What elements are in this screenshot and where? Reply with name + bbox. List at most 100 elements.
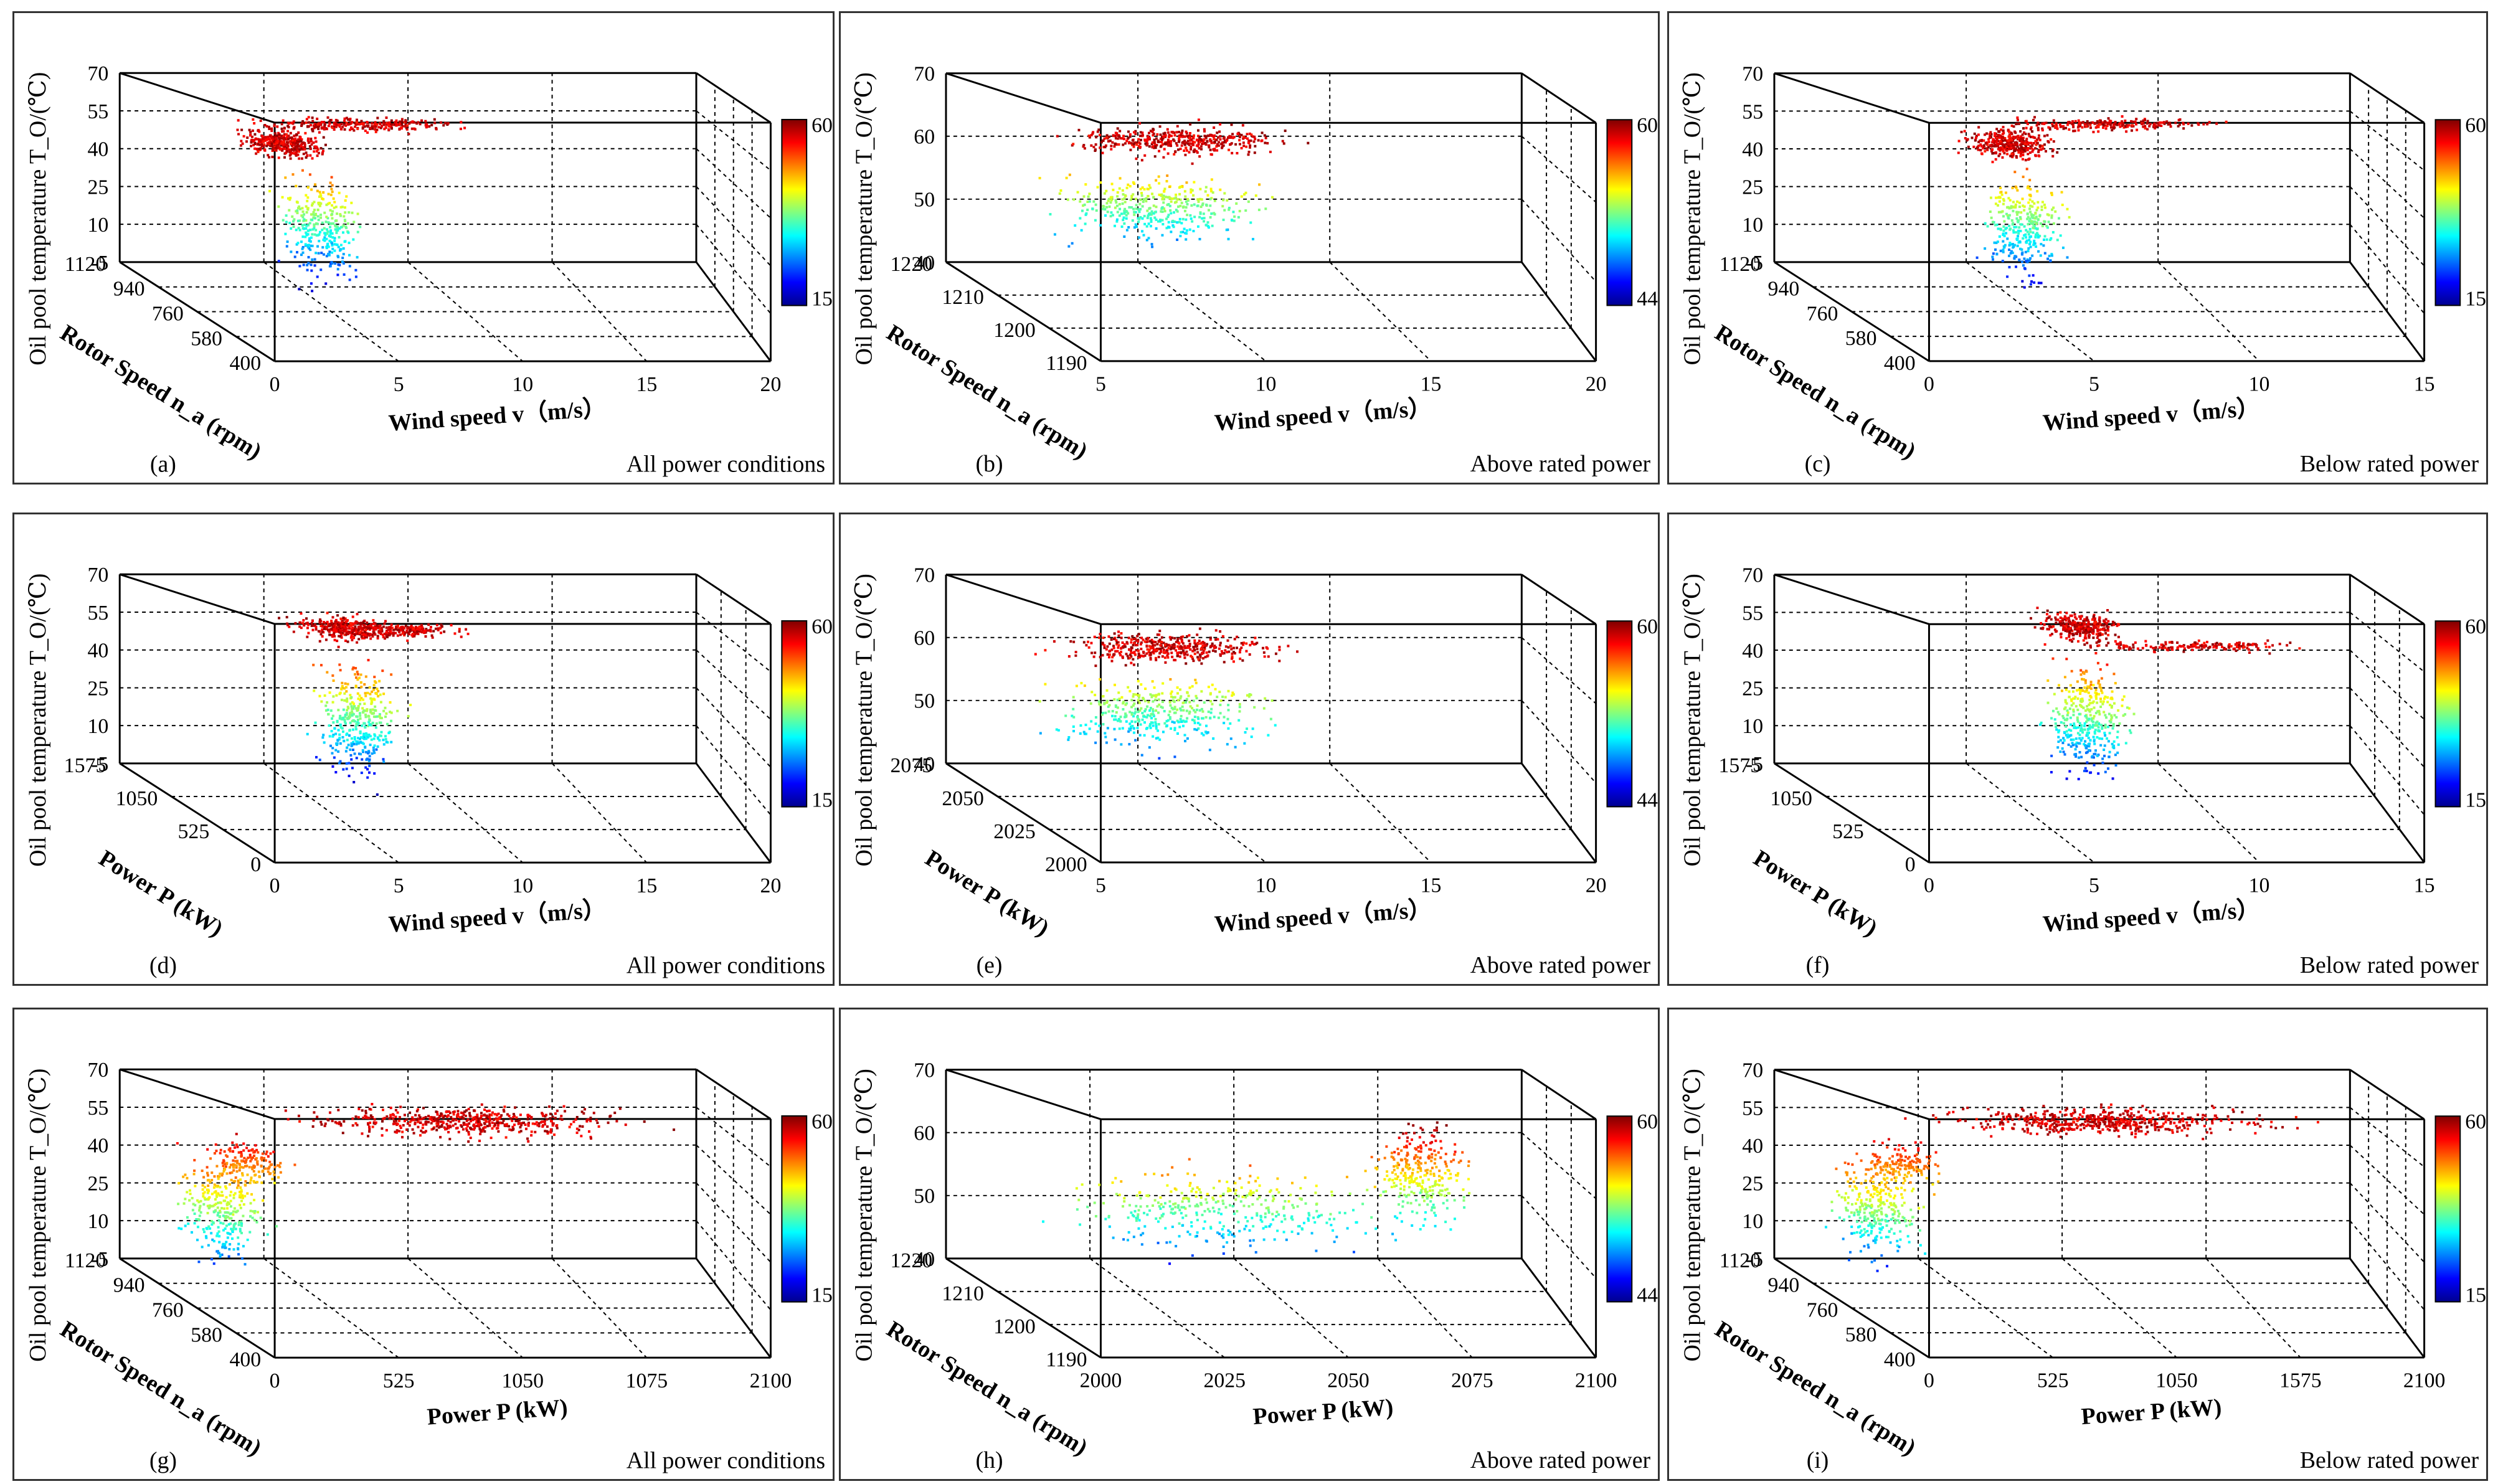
box-edge — [1521, 762, 1597, 863]
scatter-marks — [2065, 719, 2068, 722]
scatter-marks — [252, 1210, 255, 1213]
scatter-marks — [258, 1176, 261, 1178]
scatter-marks — [1431, 1189, 1434, 1192]
scatter-marks — [263, 1156, 266, 1160]
scatter-marks — [238, 1165, 247, 1172]
y-axis-label: Rotor Speed n_a (rpm) — [1710, 319, 1920, 465]
scatter-marks — [225, 1205, 232, 1219]
scatter-marks — [1866, 1217, 1870, 1220]
scatter-marks — [1161, 730, 1165, 734]
scatter-marks — [1179, 185, 1182, 188]
scatter-marks — [1880, 1196, 1883, 1199]
scatter-marks — [2012, 125, 2127, 141]
scatter-marks — [1255, 1189, 1258, 1192]
scatter-marks — [1162, 201, 1165, 204]
colorbar-gradient — [781, 1115, 808, 1303]
scatter-marks — [359, 225, 362, 229]
scatter-marks — [1193, 181, 1196, 184]
scatter-marks — [1992, 258, 1995, 261]
scatter-marks — [228, 1247, 231, 1250]
scatter-marks — [1127, 1239, 1129, 1242]
scatter-marks — [1931, 1183, 1934, 1186]
scatter-marks — [2089, 121, 2093, 125]
scatter-marks — [1267, 1211, 1270, 1214]
scatter-marks — [2093, 715, 2096, 718]
box-edge — [2349, 261, 2425, 362]
scatter-marks — [366, 757, 369, 760]
scatter-marks — [363, 722, 366, 725]
scatter-marks — [353, 735, 356, 739]
scatter-marks — [1171, 696, 1175, 699]
scatter-marks — [359, 702, 362, 720]
z-tick-label: -5 — [1746, 753, 1763, 776]
scatter-marks — [2095, 692, 2098, 696]
axes-box — [1773, 574, 2426, 864]
x-axis-label: Power P (kW) — [426, 1394, 569, 1430]
scatter-marks — [1076, 1208, 1079, 1211]
scatter-marks — [2087, 691, 2090, 694]
scatter-marks — [1219, 1194, 1222, 1198]
scatter-marks — [2038, 214, 2041, 217]
scatter-marks — [1155, 179, 1158, 182]
scatter-marks — [1876, 1163, 1879, 1166]
colorbar-min-label: 15 — [2465, 788, 2486, 811]
scatter-marks — [1143, 222, 1147, 225]
scatter-marks — [1984, 222, 1987, 225]
scatter-marks — [220, 1253, 244, 1260]
scatter-marks — [1228, 208, 1231, 211]
x-tick-label: 15 — [636, 874, 657, 897]
scatter-marks — [2041, 224, 2044, 227]
scatter-marks — [217, 1226, 220, 1229]
scatter-marks — [2093, 730, 2096, 734]
scatter-marks — [357, 706, 360, 709]
scatter-marks — [2266, 639, 2269, 642]
scatter-marks — [1410, 1175, 1413, 1178]
scatter-marks — [2111, 777, 2114, 780]
scatter-marks — [316, 245, 319, 248]
scatter-marks — [333, 756, 336, 759]
scatter-marks — [361, 711, 364, 714]
x-tick-label: 10 — [512, 874, 533, 897]
scatter-marks — [2089, 681, 2093, 684]
scatter-marks — [2109, 718, 2112, 721]
scatter-marks — [205, 1227, 208, 1230]
scatter-marks — [1206, 731, 1209, 734]
scatter-marks — [1196, 1219, 1199, 1222]
scatter-marks — [2078, 722, 2081, 725]
scatter-marks — [203, 1231, 206, 1234]
scatter-marks — [219, 1209, 222, 1212]
scatter-marks — [1167, 225, 1170, 229]
z-tick-label: 10 — [1742, 1210, 1763, 1233]
scatter-marks — [1227, 709, 1230, 712]
scatter-marks — [1992, 252, 1995, 255]
scatter-marks — [1125, 229, 1128, 232]
scatter-marks — [1290, 1231, 1294, 1234]
scatter-marks — [1399, 1187, 1403, 1190]
scatter-marks — [2088, 717, 2091, 721]
scatter-marks — [349, 746, 367, 751]
scatter-marks — [1418, 1136, 1421, 1139]
scatter-marks — [328, 253, 331, 256]
scatter-marks — [348, 762, 351, 765]
scatter-marks — [207, 1225, 211, 1228]
scatter-marks — [1361, 1203, 1365, 1206]
scatter-marks — [2037, 206, 2040, 209]
scatter-marks — [1406, 1201, 1409, 1204]
scatter-marks — [2074, 696, 2077, 699]
z-tick-label: 25 — [87, 677, 108, 700]
scatter-marks — [219, 1148, 222, 1151]
grid-z-side — [696, 649, 772, 720]
scatter-marks — [2068, 631, 2071, 634]
z-tick-label: -5 — [91, 753, 108, 776]
scatter-marks — [2031, 254, 2034, 257]
scatter-marks — [1858, 1216, 1862, 1219]
scatter-marks — [2018, 216, 2022, 219]
scatter-marks — [1232, 646, 1236, 650]
scatter-marks — [327, 712, 330, 716]
scatter-marks — [373, 744, 376, 747]
scatter-marks — [1398, 1137, 1432, 1145]
scatter-marks — [1102, 711, 1105, 714]
scatter-marks — [1138, 202, 1142, 206]
scatter-marks — [193, 1159, 196, 1162]
